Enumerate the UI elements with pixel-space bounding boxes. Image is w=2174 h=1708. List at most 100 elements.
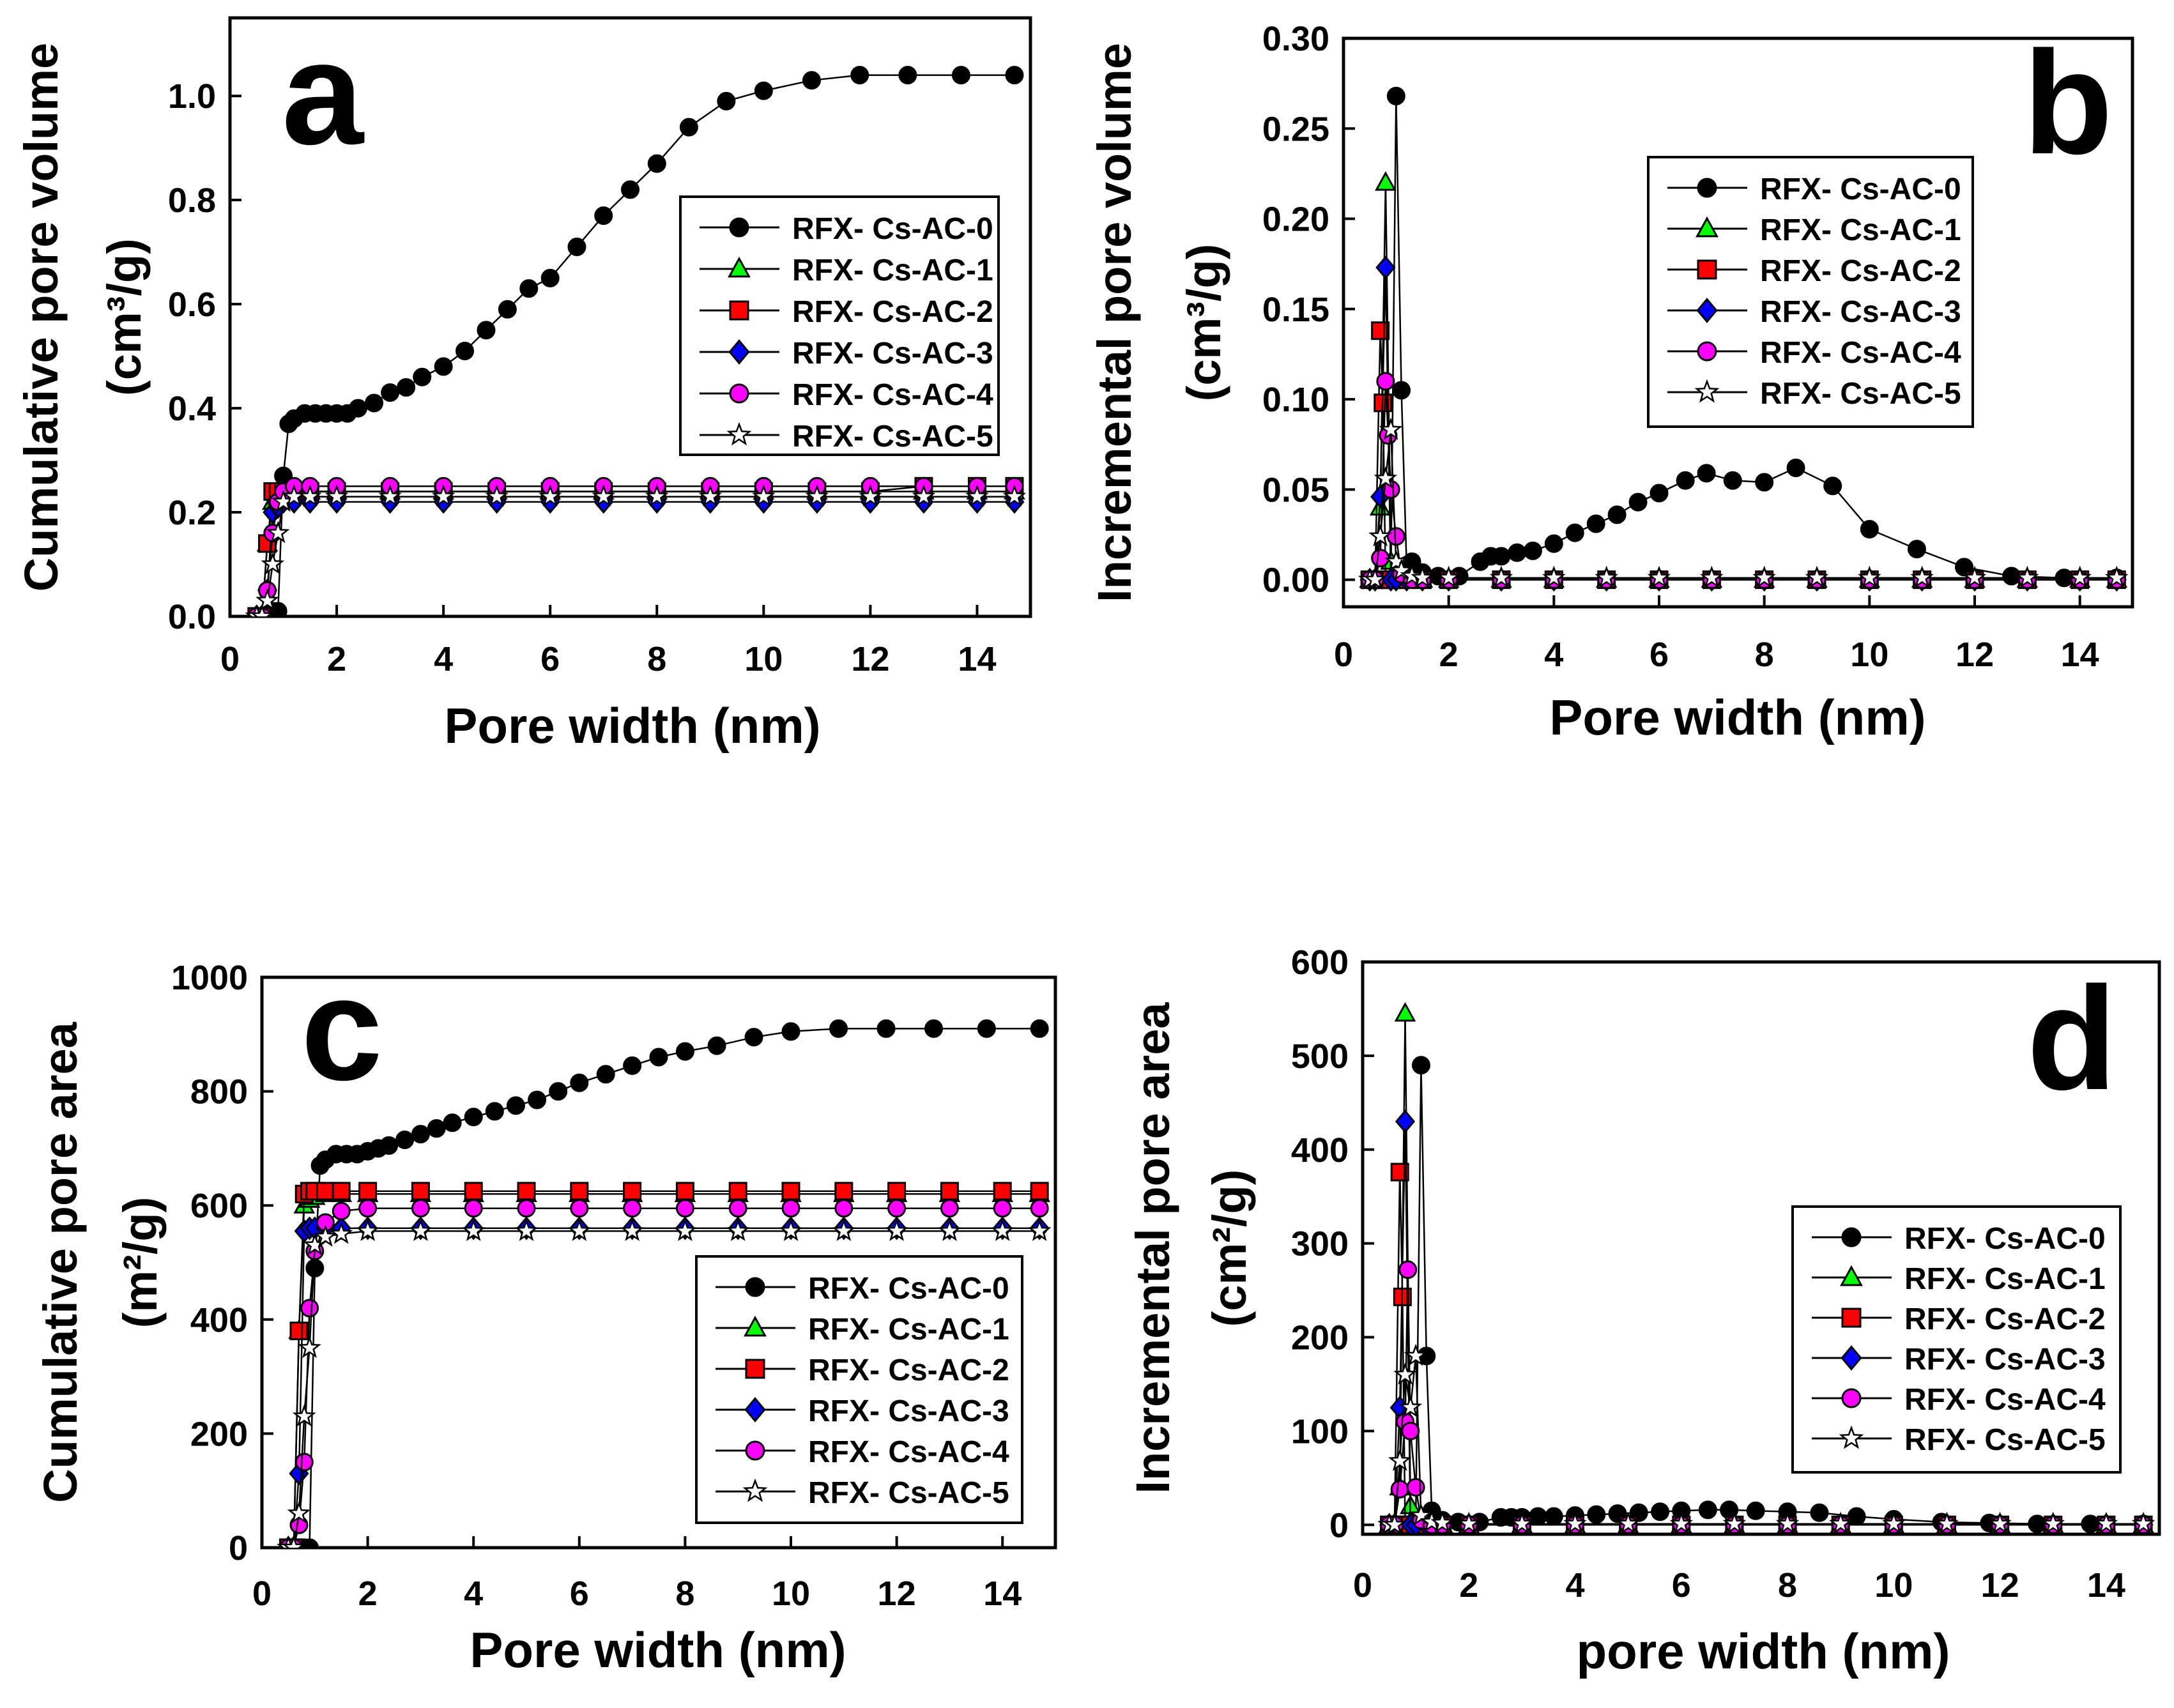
data-point [332,1201,351,1221]
data-point [1027,1219,1052,1241]
series-line [256,496,1014,616]
data-point [1368,524,1392,547]
series-group [277,1019,1052,1548]
x-tick-label: 8 [647,640,666,678]
data-point [485,484,509,507]
data-point [1700,565,1724,588]
data-point [965,484,989,507]
y-axis-label: Cumulative pore volume [15,43,68,591]
data-point [1437,565,1460,588]
data-point [623,1056,642,1075]
data-point [1411,1056,1430,1075]
data-point [378,484,402,507]
x-tick-label: 4 [464,1575,483,1613]
data-point [1400,563,1424,586]
data-point [348,399,367,418]
x-tick-label: 0 [252,1575,272,1613]
data-point [698,484,723,507]
data-point [427,1119,446,1138]
data-point [993,1199,1012,1218]
data-point [1882,1511,1906,1534]
x-tick-label: 10 [744,640,783,678]
data-point [1409,1503,1433,1526]
data-point [596,1065,615,1084]
legend-marker [1841,1227,1862,1247]
y-tick-label: 0.2 [168,494,216,532]
data-point [1847,1507,1866,1526]
x-tick-label: 4 [1544,636,1563,674]
legend-label: RFX- Cs-AC-5 [1904,1423,2106,1457]
data-point [887,1182,907,1201]
panel-a: 0 2 4 6 8 10 12 14 0.0 0.2 0.4 0.6 0.8 1.0 Pore width … [15,11,1032,754]
y-tick-label: 0.20 [1262,201,1329,239]
data-point [673,1219,697,1241]
data-point [1002,484,1027,507]
data-point [282,1535,305,1548]
data-point [898,66,917,85]
y-axis-unit-label: (cm²/g) [1203,1170,1256,1327]
plot-frame [260,975,1057,1550]
panel-letter: a [282,11,365,175]
legend-label: RFX- Cs-AC-1 [792,254,993,287]
data-point [567,238,586,257]
x-axis-label: Pore width (nm) [470,1622,846,1678]
data-point [1823,477,1842,496]
data-point [540,268,560,287]
series-line [256,485,1014,616]
data-point [514,1219,539,1241]
y-tick-label: 400 [1291,1131,1349,1170]
data-point [305,1258,325,1277]
data-point [292,1404,316,1427]
x-tick-label: 14 [2087,1566,2125,1605]
data-point [358,1199,378,1218]
legend-marker [744,1397,766,1422]
y-axis-unit-label: (cm³/g) [1177,244,1230,402]
data-point [567,1219,592,1241]
legend-label: RFX- Cs-AC-1 [1904,1262,2106,1296]
legend-marker [745,1359,765,1379]
legend-marker [745,1440,765,1461]
data-point [1398,1260,1418,1279]
data-point [951,66,970,85]
data-point [832,1219,856,1241]
x-tick-label: 0 [1334,636,1353,674]
data-point [1030,1019,1049,1038]
data-point [623,1182,642,1201]
data-point [298,484,322,507]
legend-marker [742,1478,768,1502]
x-axis-label: pore width (nm) [1577,1623,1950,1679]
x-tick-label: 10 [772,1575,810,1613]
data-point [620,1219,644,1241]
y-tick-label: 0.4 [168,390,216,428]
data-point [1508,543,1527,562]
data-point [1374,466,1398,489]
x-tick-label: 12 [851,640,889,678]
data-point [1375,255,1396,280]
x-tick-label: 6 [570,1575,589,1613]
data-point [850,66,869,85]
data-point [860,490,881,514]
data-point [1528,1507,1547,1526]
data-point [261,552,285,575]
legend-marker [729,300,749,321]
legend-marker [744,1315,767,1337]
x-tick-label: 12 [878,1575,916,1613]
y-tick-label: 200 [1291,1319,1349,1357]
data-point [1755,473,1774,492]
data-point [1386,86,1405,105]
data-point [1752,565,1776,588]
panel-c: 0 2 4 6 8 10 12 14 0 200 400 600 800 1000 Pore width (… [34,947,1057,1678]
data-point [990,1219,1014,1241]
data-point [1406,1478,1425,1497]
legend-label: RFX- Cs-AC-0 [1760,172,1961,206]
data-point [413,367,432,386]
data-point [675,1199,694,1218]
data-point [967,490,988,514]
series-line [1370,96,2117,581]
y-axis-label: Incremental pore volume [1088,43,1141,602]
x-tick-label: 14 [958,640,996,678]
legend-marker [1841,1345,1862,1371]
legend-marker [1697,259,1717,280]
data-point [781,1199,800,1218]
data-point [940,1182,959,1201]
